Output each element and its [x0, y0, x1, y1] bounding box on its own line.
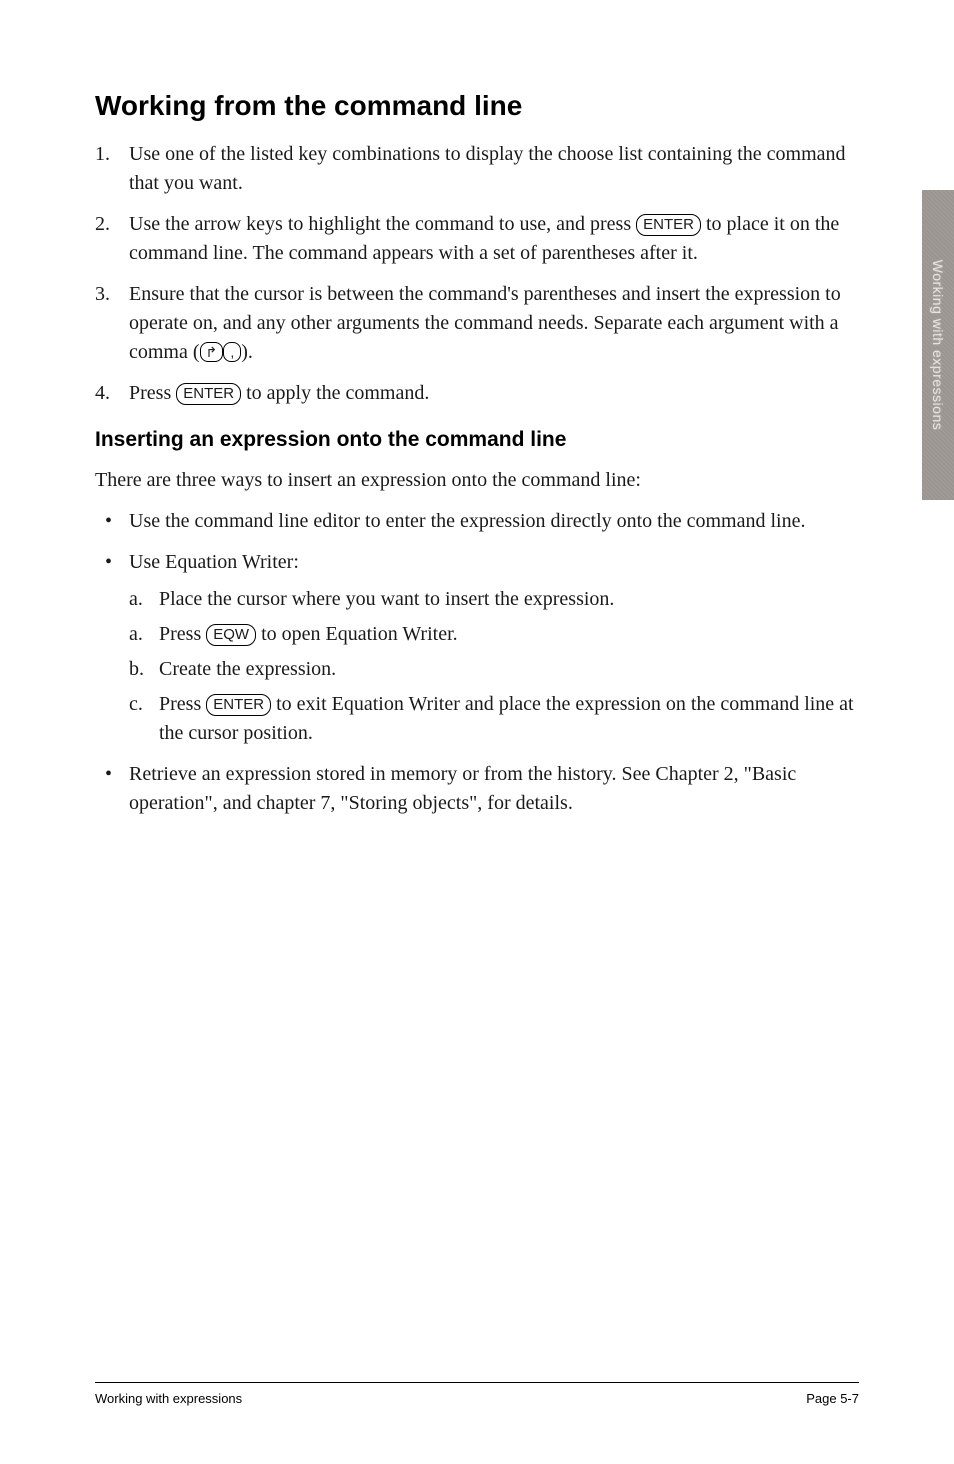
step-2: Use the arrow keys to highlight the comm…	[95, 210, 859, 268]
bullet-1: Use the command line editor to enter the…	[95, 507, 859, 536]
sub-step-c: c.Press ENTER to exit Equation Writer an…	[129, 690, 859, 748]
comma-key-icon: ,	[223, 342, 241, 362]
step-3: Ensure that the cursor is between the co…	[95, 280, 859, 367]
enter-key-icon: ENTER	[206, 694, 271, 716]
step-1: Use one of the listed key combinations t…	[95, 140, 859, 198]
sub-step-a1: a.Place the cursor where you want to ins…	[129, 585, 859, 614]
sub-step-a2: a.Press EQW to open Equation Writer.	[129, 620, 859, 649]
bullet-list: Use the command line editor to enter the…	[95, 507, 859, 818]
footer-left: Working with expressions	[95, 1391, 242, 1406]
footer-right: Page 5-7	[806, 1391, 859, 1406]
eqw-key-icon: EQW	[206, 624, 256, 646]
page-footer: Working with expressions Page 5-7	[95, 1382, 859, 1406]
sub-step-b: b.Create the expression.	[129, 655, 859, 684]
side-tab: Working with expressions	[922, 190, 954, 500]
bullet-2: Use Equation Writer: a.Place the cursor …	[95, 548, 859, 748]
intro-paragraph: There are three ways to insert an expres…	[95, 466, 859, 495]
side-tab-label: Working with expressions	[930, 260, 946, 430]
section-subtitle: Inserting an expression onto the command…	[95, 428, 859, 452]
shift-key-icon: ↱	[200, 342, 224, 362]
enter-key-icon: ENTER	[636, 214, 701, 236]
sub-steps-list: a.Place the cursor where you want to ins…	[129, 585, 859, 748]
bullet-3: Retrieve an expression stored in memory …	[95, 760, 859, 818]
main-steps-list: Use one of the listed key combinations t…	[95, 140, 859, 408]
enter-key-icon: ENTER	[176, 383, 241, 405]
page-title: Working from the command line	[95, 90, 859, 122]
step-4: Press ENTER to apply the command.	[95, 379, 859, 408]
